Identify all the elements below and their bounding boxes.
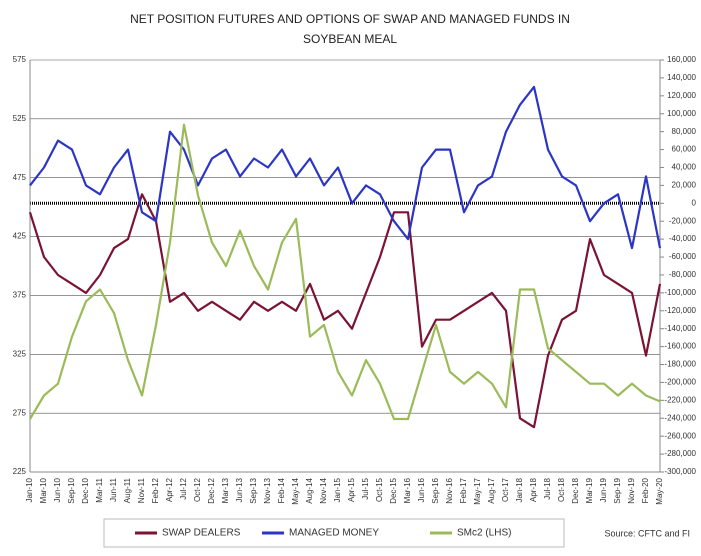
- y-tick-label: 575: [13, 55, 27, 64]
- x-tick-label: Feb-17: [459, 477, 468, 503]
- y2-tick-label: 140,000: [667, 73, 696, 82]
- x-tick-label: Apr-12: [165, 477, 174, 502]
- x-tick-label: Feb-20: [641, 477, 650, 503]
- x-tick-label: Oct-12: [193, 477, 202, 502]
- y2-tick-label: -160,000: [664, 342, 696, 351]
- series-line: [29, 123, 661, 421]
- x-tick-label: Jan-18: [515, 477, 524, 502]
- x-tick-label: Jan-10: [25, 477, 34, 502]
- x-tick-label: Jan-15: [333, 477, 342, 502]
- y2-tick-label: -260,000: [664, 431, 696, 440]
- y-tick-label: 325: [13, 349, 27, 358]
- x-tick-label: Oct-15: [375, 477, 384, 502]
- y-tick-label: 525: [13, 114, 27, 123]
- y2-tick-label: 40,000: [672, 163, 697, 172]
- y-tick-label: 425: [13, 232, 27, 241]
- y2-tick-label: -40,000: [669, 234, 697, 243]
- x-tick-label: Jul-12: [179, 477, 188, 499]
- y2-tick-label: -280,000: [664, 449, 696, 458]
- x-tick-label: Nov-13: [263, 477, 272, 503]
- x-tick-label: May-17: [473, 477, 482, 504]
- y2-tick-label: 20,000: [672, 181, 697, 190]
- x-tick-label: Nov-19: [627, 477, 636, 503]
- x-tick-label: Nov-16: [445, 477, 454, 503]
- x-tick-label: Oct-17: [501, 477, 510, 502]
- x-tick-label: Aug-11: [123, 477, 132, 503]
- series-line: [29, 85, 662, 250]
- series-line: [28, 193, 662, 429]
- y2-tick-label: -240,000: [664, 413, 696, 422]
- x-tick-label: Feb-12: [151, 477, 160, 503]
- x-tick-label: Sep-16: [431, 477, 440, 503]
- x-tick-label: Apr-18: [529, 477, 538, 502]
- x-tick-label: Jun-10: [53, 477, 62, 502]
- x-tick-label: Mar-11: [95, 477, 104, 502]
- x-tick-label: Aug-14: [305, 477, 314, 503]
- y2-tick-label: 120,000: [667, 91, 696, 100]
- x-tick-label: Aug-17: [487, 477, 496, 503]
- chart-subtitle: SOYBEAN MEAL: [303, 32, 397, 46]
- x-tick-label: Nov-11: [137, 477, 146, 503]
- y-tick-label: 375: [13, 291, 27, 300]
- y2-tick-label: -100,000: [664, 288, 696, 297]
- x-tick-label: Sep-19: [613, 477, 622, 503]
- source: Source: CFTC and FI: [604, 528, 690, 538]
- y2-tick-label: -140,000: [664, 324, 696, 333]
- y2-tick-label: 160,000: [667, 55, 696, 64]
- x-tick-label: May-14: [291, 477, 300, 504]
- y2-tick-label: 0: [692, 198, 697, 207]
- y2-tick-label: 100,000: [667, 109, 696, 118]
- x-tick-label: Dec-10: [81, 477, 90, 503]
- x-tick-label: Jul-18: [543, 477, 552, 499]
- x-tick-label: Mar-13: [221, 477, 230, 503]
- y2-tick-label: 60,000: [672, 145, 697, 154]
- x-tick-label: Sep-10: [67, 477, 76, 503]
- y2-tick-label: -60,000: [669, 252, 697, 261]
- y2-tick-label: -200,000: [664, 378, 696, 387]
- legend-box: [103, 518, 565, 548]
- x-tick-label: Oct-18: [557, 477, 566, 502]
- x-tick-label: Feb-14: [277, 477, 286, 503]
- x-tick-label: Jun-16: [417, 477, 426, 502]
- x-tick-label: Mar-19: [585, 477, 594, 503]
- y2-tick-label: -120,000: [664, 306, 696, 315]
- x-tick-label: Jun-19: [599, 477, 608, 502]
- x-tick-label: Jul-15: [361, 477, 370, 499]
- y2-tick-label: -300,000: [664, 467, 696, 476]
- legend-label: SMc2 (LHS): [457, 528, 511, 539]
- x-tick-label: Mar-16: [403, 477, 412, 503]
- y-tick-label: 225: [13, 467, 27, 476]
- x-tick-label: Jun-13: [235, 477, 244, 502]
- y-tick-label: 275: [13, 408, 27, 417]
- legend-label: SWAP DEALERS: [162, 528, 241, 539]
- y2-tick-label: -80,000: [669, 270, 697, 279]
- y2-tick-label: 80,000: [672, 127, 697, 136]
- x-tick-label: Jun-11: [109, 477, 118, 501]
- x-tick-label: Sep-13: [249, 477, 258, 503]
- x-tick-label: May-20: [655, 477, 664, 504]
- y2-tick-label: -20,000: [669, 216, 697, 225]
- x-tick-label: Nov-14: [319, 477, 328, 503]
- legend-label: MANAGED MONEY: [289, 528, 379, 539]
- y2-tick-label: -180,000: [664, 360, 696, 369]
- x-tick-label: Apr-15: [347, 477, 356, 502]
- x-tick-label: Dec-12: [207, 477, 216, 503]
- x-tick-label: Mar-10: [39, 477, 48, 503]
- x-tick-label: Dec-15: [389, 477, 398, 503]
- x-tick-label: Dec-18: [571, 477, 580, 503]
- y-tick-label: 475: [13, 173, 27, 182]
- chart-title: NET POSITION FUTURES AND OPTIONS OF SWAP…: [130, 12, 570, 26]
- y2-tick-label: -220,000: [664, 395, 696, 404]
